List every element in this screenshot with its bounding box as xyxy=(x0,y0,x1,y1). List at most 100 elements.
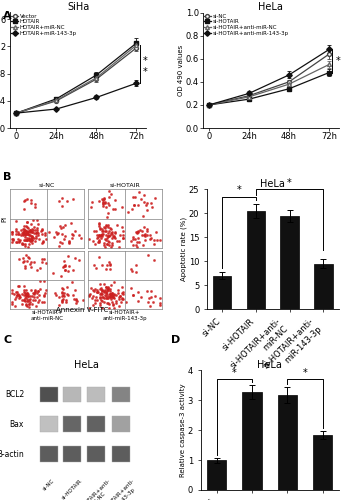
Point xyxy=(24,236,30,244)
Point xyxy=(106,194,111,202)
Point xyxy=(22,225,27,233)
Point xyxy=(141,242,146,250)
Point xyxy=(22,196,28,204)
Point xyxy=(87,235,92,243)
Point xyxy=(109,298,115,306)
Point xyxy=(120,234,126,242)
Point xyxy=(24,300,29,308)
Point xyxy=(107,286,113,294)
Point xyxy=(31,258,36,266)
Point xyxy=(77,256,82,264)
Point xyxy=(108,228,114,236)
Point xyxy=(26,296,31,304)
Point xyxy=(103,290,108,298)
Point xyxy=(21,296,27,304)
Point xyxy=(129,205,134,213)
Point xyxy=(144,199,149,207)
Point xyxy=(108,226,114,234)
Point xyxy=(33,234,38,242)
Point xyxy=(9,230,14,238)
Point xyxy=(105,286,111,294)
Point xyxy=(35,224,40,232)
Point xyxy=(109,292,115,300)
Point xyxy=(13,296,18,304)
Point xyxy=(27,300,32,308)
Point xyxy=(41,290,47,298)
Point xyxy=(106,187,112,195)
Point xyxy=(152,236,157,244)
Point xyxy=(80,296,86,304)
Point xyxy=(98,280,103,288)
Point xyxy=(22,242,28,250)
Point xyxy=(24,290,29,298)
Point xyxy=(114,222,119,230)
Point xyxy=(115,286,121,294)
Point xyxy=(103,227,109,235)
Point xyxy=(107,293,113,301)
Point xyxy=(22,205,27,213)
Point xyxy=(133,240,138,248)
Point xyxy=(90,198,95,206)
Point xyxy=(60,286,66,294)
Legend: si-NC, si-HOTAIR, si-HOTAIR+anti-miR-NC, si-HOTAIR+anti-miR-143-3p: si-NC, si-HOTAIR, si-HOTAIR+anti-miR-NC,… xyxy=(204,14,289,36)
Point xyxy=(130,233,135,241)
Point xyxy=(29,228,34,235)
Point xyxy=(95,238,101,246)
Point xyxy=(22,294,28,302)
Point xyxy=(43,230,48,238)
Point xyxy=(29,233,34,241)
Point xyxy=(32,296,38,304)
Point xyxy=(102,224,108,232)
Point xyxy=(109,292,115,300)
Point xyxy=(34,228,40,236)
Point xyxy=(120,234,126,242)
Point xyxy=(32,204,38,212)
Point xyxy=(41,298,47,306)
Point xyxy=(99,293,105,301)
Point xyxy=(32,286,38,294)
Point xyxy=(145,298,150,306)
Point xyxy=(108,295,114,303)
Point xyxy=(98,231,104,239)
Point xyxy=(110,302,115,310)
Point xyxy=(148,302,153,310)
Point xyxy=(136,188,142,196)
Text: A: A xyxy=(3,11,12,21)
Point xyxy=(103,286,108,294)
Point xyxy=(42,229,48,237)
Point xyxy=(96,254,102,262)
Point xyxy=(39,258,45,266)
Point xyxy=(38,227,43,235)
Point xyxy=(138,293,144,301)
Point xyxy=(91,286,96,294)
Point xyxy=(134,242,140,250)
Point xyxy=(32,200,38,208)
Point xyxy=(27,226,32,234)
Point xyxy=(97,237,102,245)
Point xyxy=(10,236,16,244)
Point xyxy=(27,230,32,238)
Point xyxy=(101,194,106,202)
Point xyxy=(106,241,112,249)
Point xyxy=(117,292,123,300)
Point xyxy=(23,233,28,241)
Point xyxy=(103,292,108,300)
Point xyxy=(113,205,118,213)
Point xyxy=(36,296,42,304)
Point xyxy=(111,290,117,298)
Point xyxy=(13,218,19,226)
Point xyxy=(20,240,26,248)
Point xyxy=(29,238,35,246)
Point xyxy=(21,254,26,262)
Point xyxy=(66,238,72,246)
Point xyxy=(103,222,109,230)
Point xyxy=(104,240,110,248)
Point xyxy=(97,236,102,244)
Point xyxy=(74,296,79,304)
Point xyxy=(103,283,109,291)
Point xyxy=(104,234,110,242)
Point xyxy=(20,226,25,234)
Point xyxy=(32,226,38,234)
Point xyxy=(62,292,67,300)
Point xyxy=(27,295,32,303)
